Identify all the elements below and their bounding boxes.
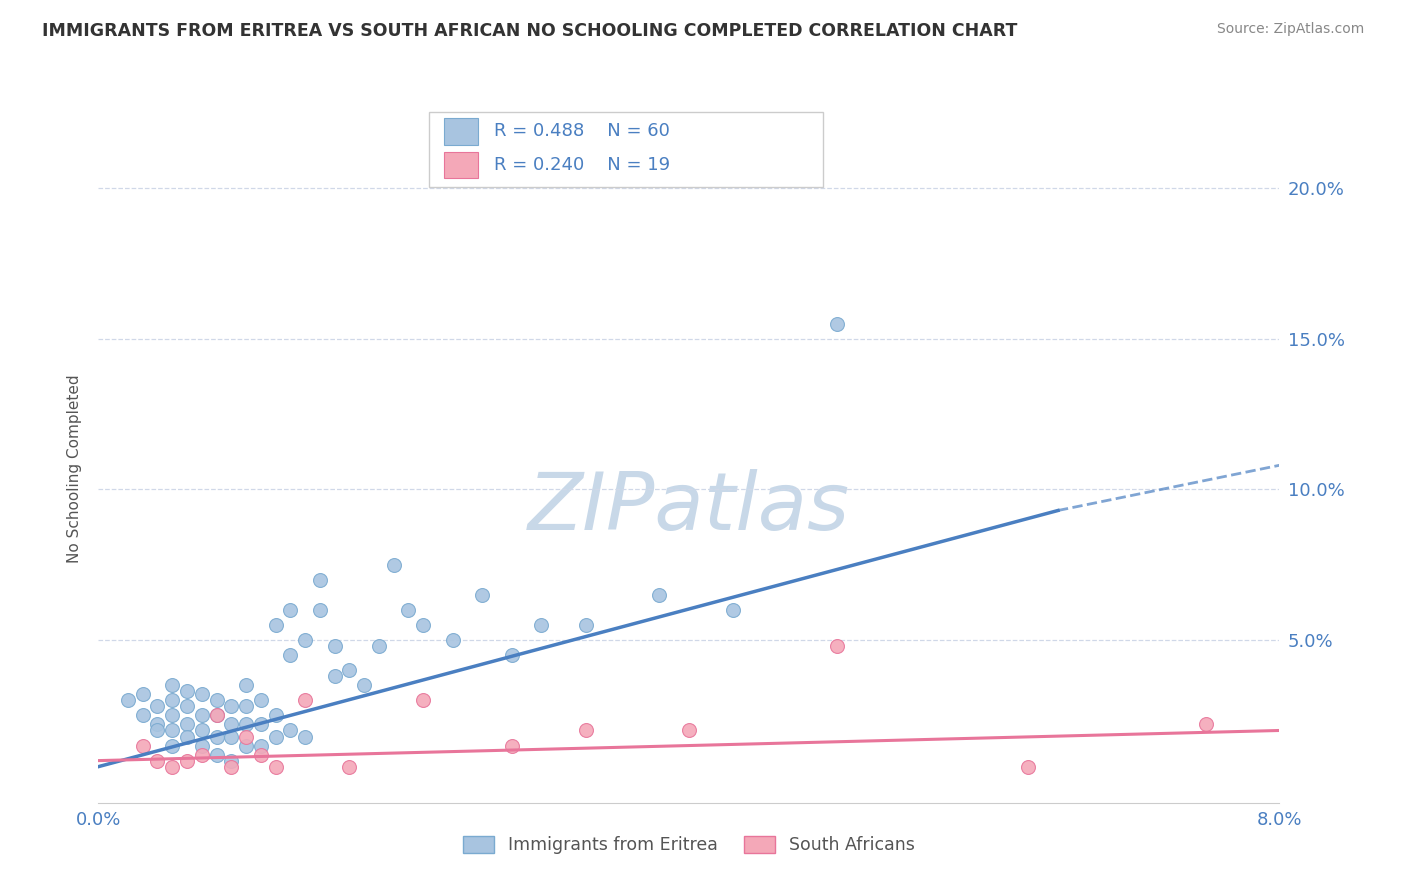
Point	[367, 639, 389, 653]
Point	[191, 723, 214, 738]
Point	[219, 730, 242, 744]
Point	[250, 717, 273, 731]
Point	[250, 693, 273, 707]
Point	[219, 699, 242, 714]
Point	[235, 699, 257, 714]
Point	[205, 693, 228, 707]
Point	[132, 708, 155, 723]
Point	[412, 693, 434, 707]
Point	[176, 699, 198, 714]
Point	[264, 730, 287, 744]
Point	[278, 648, 302, 662]
Point	[176, 754, 198, 768]
Point	[678, 723, 700, 738]
Point	[264, 759, 287, 773]
Text: ZIPatlas: ZIPatlas	[527, 469, 851, 548]
Point	[264, 708, 287, 723]
Point	[235, 717, 257, 731]
Point	[1017, 759, 1039, 773]
Point	[250, 739, 273, 753]
Point	[721, 603, 744, 617]
Point	[146, 723, 169, 738]
Point	[162, 678, 183, 692]
Point	[337, 759, 360, 773]
Point	[235, 730, 257, 744]
Point	[278, 603, 302, 617]
Point	[162, 739, 183, 753]
Point	[337, 663, 360, 677]
Point	[162, 759, 183, 773]
Point	[501, 648, 523, 662]
Point	[323, 669, 346, 683]
Point	[471, 588, 494, 602]
Point	[294, 730, 316, 744]
Point	[191, 708, 214, 723]
Point	[146, 754, 169, 768]
Point	[176, 730, 198, 744]
Point	[162, 723, 183, 738]
Point	[219, 717, 242, 731]
Point	[219, 754, 242, 768]
Point	[501, 739, 523, 753]
Point	[278, 723, 302, 738]
Point	[162, 708, 183, 723]
Point	[205, 730, 228, 744]
Point	[117, 693, 139, 707]
Point	[1194, 717, 1216, 731]
Point	[825, 639, 848, 653]
Point	[235, 739, 257, 753]
Legend: Immigrants from Eritrea, South Africans: Immigrants from Eritrea, South Africans	[456, 829, 922, 861]
Point	[441, 633, 464, 648]
Y-axis label: No Schooling Completed: No Schooling Completed	[67, 374, 83, 563]
Point	[191, 739, 214, 753]
Point	[353, 678, 375, 692]
Point	[205, 747, 228, 762]
Text: R = 0.240    N = 19: R = 0.240 N = 19	[494, 156, 669, 174]
Point	[323, 639, 346, 653]
Point	[294, 633, 316, 648]
Point	[412, 618, 434, 632]
Text: R = 0.488    N = 60: R = 0.488 N = 60	[494, 122, 669, 140]
Point	[264, 618, 287, 632]
Point	[205, 708, 228, 723]
Point	[396, 603, 419, 617]
Point	[176, 717, 198, 731]
Point	[146, 699, 169, 714]
Point	[191, 687, 214, 701]
Point	[382, 558, 405, 572]
Point	[235, 678, 257, 692]
Point	[250, 747, 273, 762]
Point	[176, 684, 198, 698]
Point	[162, 693, 183, 707]
Point	[530, 618, 553, 632]
Point	[132, 687, 155, 701]
Point	[574, 618, 596, 632]
Point	[132, 739, 155, 753]
Point	[308, 603, 332, 617]
Point	[648, 588, 671, 602]
Point	[191, 747, 214, 762]
Point	[146, 717, 169, 731]
Point	[308, 573, 332, 587]
Point	[205, 708, 228, 723]
Point	[294, 693, 316, 707]
Text: IMMIGRANTS FROM ERITREA VS SOUTH AFRICAN NO SCHOOLING COMPLETED CORRELATION CHAR: IMMIGRANTS FROM ERITREA VS SOUTH AFRICAN…	[42, 22, 1018, 40]
Point	[219, 759, 242, 773]
Point	[574, 723, 596, 738]
Text: Source: ZipAtlas.com: Source: ZipAtlas.com	[1216, 22, 1364, 37]
Point	[825, 317, 848, 331]
